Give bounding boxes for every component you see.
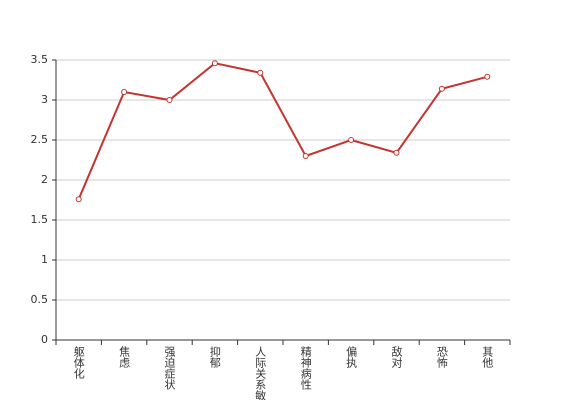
y-tick-label: 3 [41,93,48,106]
y-tick-label: 1 [41,253,48,266]
x-tick-label: 抑郁 [208,345,221,368]
point [211,60,218,67]
x-tick-label: 恐怖 [435,346,448,368]
y-tick-label: 1.5 [31,213,49,226]
y-tick-label: 3.5 [31,53,49,66]
x-tick-label: 强迫症状 [163,346,176,390]
y-tick-label: 0 [41,333,48,346]
point [393,149,400,156]
x-tick-label: 精神病性 [299,346,312,391]
x-tick-label: 躯体化 [72,346,85,380]
point [348,137,355,143]
y-tick-label: 0.5 [31,293,49,306]
y-tick-label: 2 [41,173,48,186]
point [438,85,445,92]
x-tick-label: 焦虑 [118,346,131,368]
x-tick-label: 敌对 [390,345,403,368]
point [75,196,82,203]
point [484,73,491,80]
point [257,69,264,76]
x-tick-label: 偏执 [345,345,358,369]
line [77,62,488,200]
y-tick-label: 2.5 [31,133,49,146]
x-tick-label: 其他 [481,346,494,368]
x-tick-label: 人际关系敏感 [254,346,267,400]
point [302,153,309,159]
point [121,89,128,95]
point [166,97,173,103]
